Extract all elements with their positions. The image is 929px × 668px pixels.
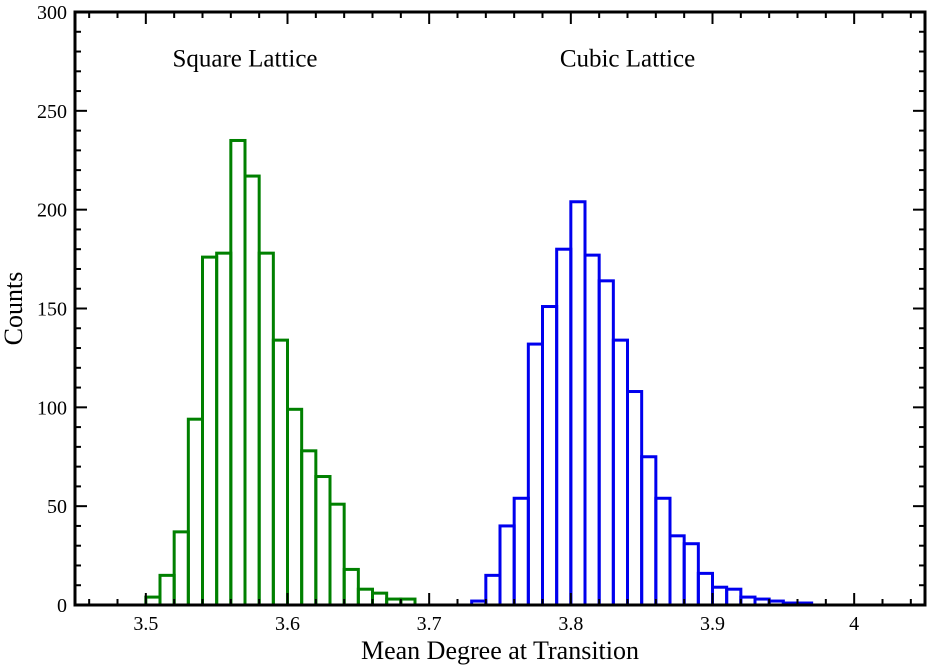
histogram-bar-series-1 [682,542,700,607]
histogram-bar-series-0 [328,502,346,607]
histogram-bar-series-0 [158,573,176,607]
histogram-bar-series-1 [583,253,601,607]
histogram-bar-series-0 [371,591,389,607]
histogram-bar-series-1 [626,390,644,607]
histogram-bar-series-1 [569,200,587,607]
histogram-bar-series-0 [186,417,205,607]
x-tick-label: 3.5 [133,613,158,635]
histogram-bar-series-1 [512,496,530,607]
histogram-bar-series-1 [640,455,658,607]
y-tick-label: 100 [37,397,67,419]
x-tick-label: 3.7 [417,613,442,635]
y-tick-label: 200 [37,200,67,222]
histogram-bar-series-0 [243,174,261,607]
annotation-square-lattice: Square Lattice [172,45,317,72]
x-tick-label: 3.6 [275,613,300,635]
histogram-bar-series-1 [498,524,516,607]
y-axis-label: Counts [0,272,28,346]
x-tick-label: 3.8 [558,613,583,635]
histogram-bar-series-1 [668,534,686,607]
histogram-bar-series-1 [696,571,715,607]
histogram-bar-series-0 [172,530,190,607]
histogram-bar-series-0 [215,251,233,607]
histogram-bar-series-0 [201,255,219,607]
histogram-bar-series-1 [555,247,573,607]
histogram-bar-series-1 [541,305,559,607]
histogram-bar-series-1 [725,587,743,607]
histogram-bar-series-1 [654,496,672,607]
axis-tick-labels: 3.5 3.6 3.7 3.8 3.9 4 0 50 100 150 200 250 300 [37,2,859,635]
histogram-bar-series-0 [300,449,318,607]
x-tick-label: 4 [849,613,859,635]
y-tick-label: 300 [37,2,67,24]
x-axis-label: Mean Degree at Transition [361,636,639,665]
annotation-cubic-lattice: Cubic Lattice [560,45,695,72]
y-tick-label: 250 [37,101,67,123]
y-tick-label: 150 [37,299,67,321]
histogram-bar-series-0 [356,587,374,607]
histogram-bar-series-1 [484,573,502,607]
histogram-bar-series-0 [229,138,247,607]
y-tick-label: 50 [47,496,67,518]
histogram-bar-series-0 [342,567,360,607]
histogram-bar-series-1 [526,342,545,607]
histogram-bar-series-1 [711,585,729,607]
histogram-bar-series-0 [314,475,332,607]
y-tick-label: 0 [57,595,67,617]
histogram-bars [144,138,814,607]
histogram-bar-series-1 [597,279,615,607]
x-tick-label: 3.9 [700,613,725,635]
histogram-bar-series-0 [271,338,289,607]
histogram-bar-series-0 [286,407,304,607]
axis-ticks [75,11,925,606]
histogram-bar-series-1 [611,338,630,607]
histogram-bar-series-0 [257,251,275,607]
